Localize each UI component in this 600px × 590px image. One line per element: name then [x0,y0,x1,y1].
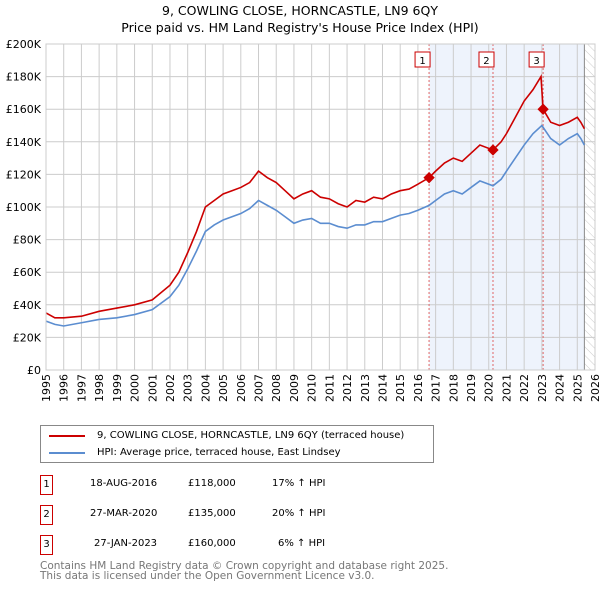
sale-date: 18-AUG-2016 [90,478,158,489]
x-tick-label: 2022 [518,374,531,402]
sale-row: 2 27-MAR-2020 £135,000 20% ↑ HPI [40,505,440,525]
x-tick-label: 2005 [217,374,230,402]
sale-price: £118,000 [188,478,236,489]
sale-label: 1 [419,56,425,67]
sale-point [487,144,499,156]
red-line-swatch [49,434,85,437]
y-tick-label: £40K [13,299,42,312]
x-tick-label: 2014 [376,374,389,402]
sale-row: 1 18-AUG-2016 £118,000 17% ↑ HPI [40,475,440,495]
x-tick-label: 2009 [288,374,301,402]
x-tick-label: 2017 [430,374,443,402]
blue-line-swatch [49,451,85,454]
sale-number: 1 [40,475,53,495]
sale-date: 27-JAN-2023 [94,538,158,549]
sale-hpi: 20% ↑ HPI [272,508,326,519]
y-tick-label: £200K [6,38,42,51]
x-tick-label: 2020 [483,374,496,402]
y-tick-label: £0 [27,364,41,377]
legend-label: 9, COWLING CLOSE, HORNCASTLE, LN9 6QY (t… [97,430,405,441]
sale-row: 3 27-JAN-2023 £160,000 6% ↑ HPI [40,535,440,555]
x-tick-label: 2006 [235,374,248,402]
x-tick-label: 2012 [341,374,354,402]
x-tick-label: 1999 [111,374,124,402]
x-tick-label: 2016 [412,374,425,402]
x-tick-label: 2015 [394,374,407,402]
legend: 9, COWLING CLOSE, HORNCASTLE, LN9 6QY (t… [40,425,434,463]
sale-label-box [478,51,495,68]
title-line: 9, COWLING CLOSE, HORNCASTLE, LN9 6QY [162,3,438,18]
price-chart: 1995 1996 1997 1998 1999 2000 2001 2002 2003 2004… [6,38,600,402]
x-tick-label: 2013 [359,374,372,402]
x-tick-label: 2001 [146,374,159,402]
footer-line: Contains HM Land Registry data © Crown c… [40,560,449,572]
sale-number: 3 [40,535,53,555]
x-tick-label: 2026 [589,374,600,402]
y-tick-label: £160K [6,103,42,116]
x-tick-label: 2000 [129,374,142,402]
x-tick-label: 2011 [323,374,336,402]
y-tick-label: £180K [6,71,42,84]
x-tick-label: 2004 [199,374,212,402]
y-tick-label: £120K [6,168,42,181]
sale-label-box [528,51,545,68]
x-tick-label: 2008 [270,374,283,402]
sale-label: 3 [533,56,539,67]
x-tick-label: 2025 [571,374,584,402]
y-tick-label: £80K [13,234,42,247]
x-tick-label: 1996 [58,374,71,402]
property-line [45,74,586,319]
x-tick-label: 2021 [500,374,513,402]
x-tick-label: 2010 [306,374,319,402]
sale-price: £160,000 [188,538,236,549]
sale-point [423,172,435,184]
x-tick-label: 2002 [164,374,177,402]
sale-price: £135,000 [188,508,236,519]
legend-item-property: 9, COWLING CLOSE, HORNCASTLE, LN9 6QY (t… [49,430,404,441]
x-tick-label: 2003 [182,374,195,402]
x-tick-label: 1995 [40,374,53,402]
plot-frame [45,43,596,371]
footer-line: This data is licensed under the Open Gov… [40,570,375,582]
hpi-line [45,124,586,327]
sale-number: 2 [40,505,53,525]
legend-item-hpi: HPI: Average price, terraced house, East… [49,447,341,458]
chart-title: 9, COWLING CLOSE, HORNCASTLE, LN9 6QY Pr… [0,2,600,36]
y-tick-label: £20K [13,331,42,344]
x-tick-label: 1998 [93,374,106,402]
y-tick-label: £60K [13,266,42,279]
sale-date: 27-MAR-2020 [90,508,158,519]
x-tick-label: 2007 [253,374,266,402]
sale-label-box [414,51,431,68]
legend-label: HPI: Average price, terraced house, East… [97,447,341,458]
x-tick-label: 2023 [536,374,549,402]
sale-hpi: 6% ↑ HPI [278,538,326,549]
sale-hpi: 17% ↑ HPI [272,478,326,489]
sale-label: 2 [483,56,489,67]
x-tick-label: 1997 [75,374,88,402]
x-tick-label: 2024 [554,374,567,402]
x-tick-label: 2019 [465,374,478,402]
x-tick-label: 2018 [447,374,460,402]
subtitle-line: Price paid vs. HM Land Registry's House … [121,20,479,35]
y-tick-label: £100K [6,201,42,214]
footer: Contains HM Land Registry data © Crown c… [40,560,449,582]
y-tick-label: £140K [6,136,42,149]
